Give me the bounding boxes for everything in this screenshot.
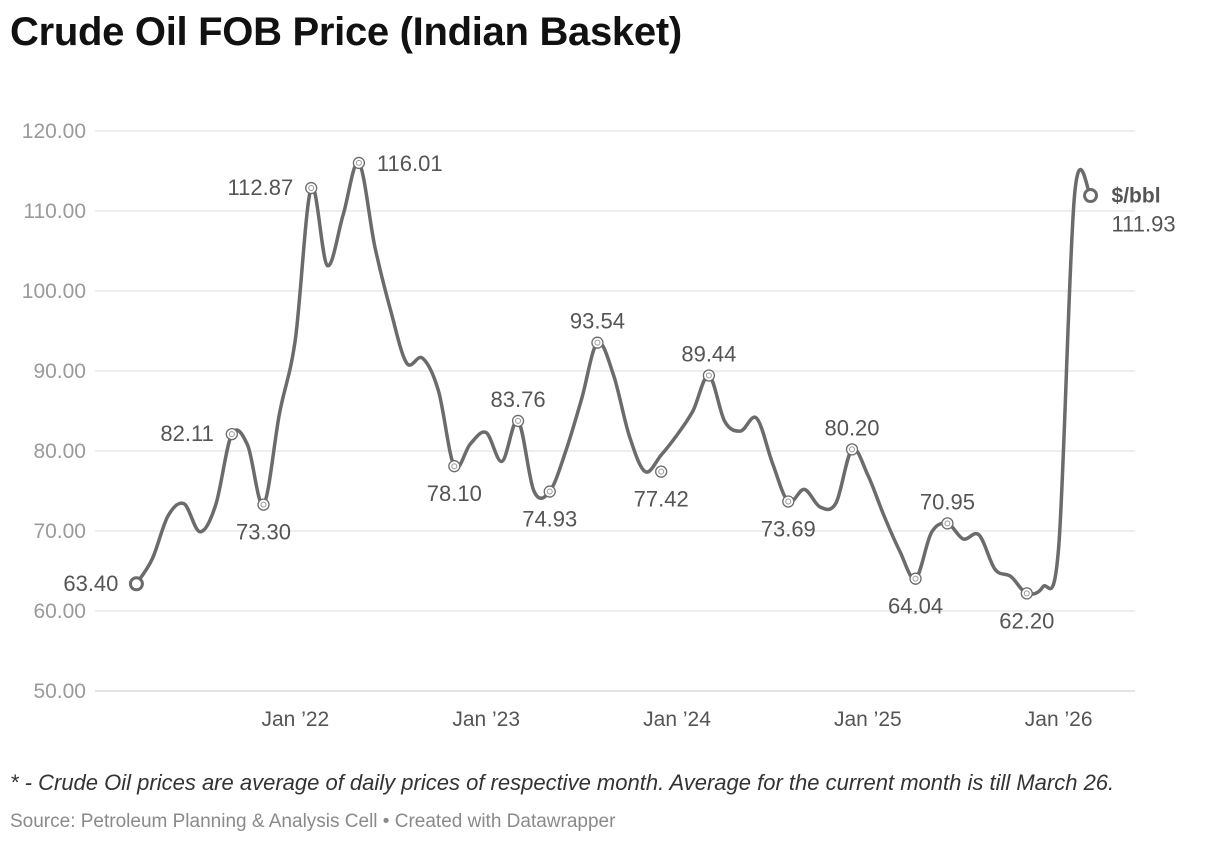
point-marker-inner: [451, 463, 458, 470]
point-marker: [257, 498, 270, 511]
point-marker: [1020, 587, 1033, 600]
point-marker: [591, 336, 604, 349]
x-tick-label: Jan ’23: [452, 708, 520, 731]
data-label: 93.54: [570, 309, 625, 334]
data-label: 112.87: [228, 175, 294, 200]
point-marker-inner: [912, 575, 919, 582]
point-marker-inner: [228, 431, 235, 438]
point-marker-inner: [705, 372, 712, 379]
grid-lines: [95, 130, 1135, 692]
y-axis-tick-labels: 120.00 110.00 100.00 90.00 80.00 70.00 60.00 50…: [22, 120, 86, 703]
point-marker: [352, 156, 366, 170]
x-tick-label: Jan ’24: [643, 708, 711, 731]
y-tick-label: 100.00: [22, 280, 86, 303]
y-tick-label: 70.00: [33, 520, 86, 543]
data-label: 111.93: [1112, 212, 1176, 237]
point-marker: [1083, 188, 1099, 204]
data-label: 73.30: [236, 520, 291, 545]
y-tick-label: 50.00: [33, 680, 86, 703]
point-marker-inner: [944, 520, 951, 527]
point-marker: [782, 495, 795, 508]
footnote: * - Crude Oil prices are average of dail…: [10, 770, 1115, 795]
y-tick-label: 110.00: [23, 200, 86, 223]
point-marker-inner: [355, 159, 362, 166]
point-marker: [128, 576, 144, 592]
point-marker-inner: [594, 339, 601, 346]
point-marker: [941, 517, 954, 530]
data-label: 62.20: [999, 608, 1054, 633]
x-tick-label: Jan ’22: [262, 708, 330, 731]
x-tick-label: Jan ’25: [834, 708, 902, 731]
point-markers: [128, 156, 1099, 600]
point-marker-inner: [849, 446, 856, 453]
point-marker-inner: [515, 417, 522, 424]
data-label: 80.20: [824, 415, 879, 440]
point-marker: [225, 427, 238, 441]
unit-label: $/bbl: [1112, 185, 1161, 208]
point-marker: [702, 369, 716, 382]
point-marker-inner: [546, 488, 553, 495]
point-marker: [448, 460, 461, 473]
chart-title: Crude Oil FOB Price (Indian Basket): [10, 10, 682, 54]
point-marker-inner: [1023, 590, 1030, 597]
point-marker-inner: [785, 498, 792, 505]
data-label: 78.10: [427, 481, 482, 506]
point-marker-inner: [658, 468, 665, 475]
data-label: 63.40: [63, 571, 118, 596]
source-credit: Source: Petroleum Planning & Analysis Ce…: [10, 811, 616, 832]
x-axis-tick-labels: Jan ’22 Jan ’23 Jan ’24 Jan ’25 Jan ’26: [262, 708, 1093, 731]
y-tick-label: 80.00: [33, 440, 86, 463]
point-marker: [543, 485, 556, 498]
data-labels: 63.40 82.11 73.30 112.87 116.01 78.10 83.76 74.…: [63, 151, 1175, 633]
point-marker: [511, 414, 525, 428]
point-marker: [305, 181, 318, 195]
data-label: 74.93: [522, 507, 577, 532]
y-tick-label: 90.00: [33, 360, 86, 383]
line-chart: 120.00 110.00 100.00 90.00 80.00 70.00 60.00 50…: [22, 120, 1176, 731]
y-tick-label: 120.00: [22, 120, 86, 143]
y-tick-label: 60.00: [33, 600, 86, 623]
data-label: 116.01: [377, 151, 443, 176]
data-label: 89.44: [681, 341, 736, 366]
data-label: 83.76: [491, 387, 546, 412]
data-label: 73.69: [761, 516, 816, 541]
point-marker: [655, 465, 668, 478]
point-marker: [845, 443, 859, 456]
x-tick-label: Jan ’26: [1025, 708, 1093, 731]
data-label: 70.95: [920, 489, 975, 514]
point-marker-inner: [308, 185, 315, 192]
data-label: 64.04: [888, 594, 943, 619]
data-label: 82.11: [160, 421, 213, 446]
point-marker: [909, 572, 922, 585]
point-marker-inner: [260, 501, 267, 508]
data-label: 77.42: [634, 487, 689, 512]
